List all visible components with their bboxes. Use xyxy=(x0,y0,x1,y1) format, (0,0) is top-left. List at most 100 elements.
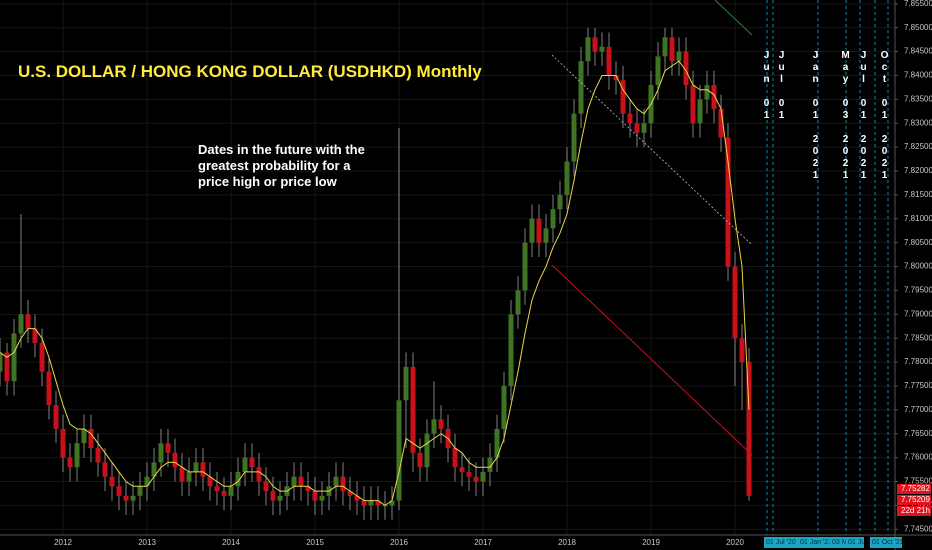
candle-body xyxy=(228,486,234,496)
x-tick-label: 2015 xyxy=(306,538,324,547)
future-date-label: Jul 01 xyxy=(776,50,787,122)
future-date-tag: 01 Jul '20 xyxy=(764,537,798,548)
future-date-label: Jul 01 2021 xyxy=(858,50,869,182)
candle-body xyxy=(158,443,164,463)
candle-body xyxy=(557,194,563,210)
candle-body xyxy=(669,37,675,62)
candle-body xyxy=(53,405,59,429)
candle-body xyxy=(221,491,227,496)
candle-body xyxy=(4,352,10,382)
candle-body xyxy=(165,443,171,453)
y-tick-label: 7.79500 xyxy=(904,286,932,295)
countdown: 22d 21h xyxy=(901,506,930,515)
y-tick-label: 7.78500 xyxy=(904,333,932,342)
candle-body xyxy=(739,338,745,363)
y-tick-label: 7.80500 xyxy=(904,238,932,247)
candle-body xyxy=(564,161,570,195)
candle-body xyxy=(144,476,150,487)
candle-body xyxy=(662,37,668,57)
trend-line xyxy=(551,264,753,456)
candle-body xyxy=(354,495,360,501)
candle-body xyxy=(193,462,199,472)
future-date-tag: 01 Jul '21 xyxy=(846,537,864,548)
candle-body xyxy=(67,457,73,468)
candle-body xyxy=(207,476,213,487)
candle-body xyxy=(529,218,535,243)
candle-body xyxy=(305,486,311,492)
candle-body xyxy=(361,500,367,506)
candle-body xyxy=(123,495,129,501)
candle-body xyxy=(487,457,493,472)
moving-average xyxy=(0,60,750,507)
y-tick-label: 7.76000 xyxy=(904,453,932,462)
candle-body xyxy=(403,366,409,401)
candle-body xyxy=(599,46,605,52)
candle-body xyxy=(683,51,689,86)
candle-body xyxy=(431,419,437,434)
candle-body xyxy=(109,476,115,487)
candle-body xyxy=(452,448,458,468)
countdown-box xyxy=(897,506,931,516)
grid xyxy=(0,0,895,535)
x-tick-label: 2020 xyxy=(726,538,744,547)
price-label: 7.75209 xyxy=(901,495,930,504)
axis: 7.85500 7.85000 7.84500 7.84000 7.83500 7.830… xyxy=(54,0,932,547)
candle-body xyxy=(711,85,717,109)
candle-body xyxy=(39,342,45,372)
candle-body xyxy=(655,56,661,86)
candle-body xyxy=(473,476,479,482)
candle-body xyxy=(620,80,626,114)
candle-body xyxy=(60,428,66,458)
candle-body xyxy=(522,242,528,291)
candle-body xyxy=(627,113,633,124)
candle-body xyxy=(347,491,353,496)
y-tick-label: 7.79000 xyxy=(904,309,932,318)
future-lines xyxy=(766,0,889,535)
candle-body xyxy=(704,85,710,100)
x-tick-label: 2019 xyxy=(642,538,660,547)
candle-body xyxy=(95,448,101,463)
candle-body xyxy=(732,266,738,339)
y-tick-label: 7.81500 xyxy=(904,190,932,199)
candle-body xyxy=(718,108,724,138)
y-tick-label: 7.84000 xyxy=(904,71,932,80)
candle-body xyxy=(340,476,346,492)
y-tick-label: 7.80000 xyxy=(904,262,932,271)
candle-body xyxy=(536,218,542,243)
candle-body xyxy=(501,385,507,429)
candle-body xyxy=(613,75,619,81)
y-tick-label: 7.74500 xyxy=(904,524,932,533)
candle-body xyxy=(25,314,31,329)
candle-body xyxy=(634,123,640,133)
candle-body xyxy=(81,428,87,444)
x-tick-label: 2017 xyxy=(474,538,492,547)
candle-body xyxy=(396,400,402,501)
price-label: 7.75282 xyxy=(901,484,930,493)
candle-body xyxy=(543,228,549,243)
candle-body xyxy=(88,428,94,449)
candle-body xyxy=(102,462,108,477)
candle-body xyxy=(480,471,486,482)
candle-body xyxy=(74,443,80,468)
candle-body xyxy=(515,290,521,315)
y-tick-label: 7.75500 xyxy=(904,477,932,486)
trend-line xyxy=(551,54,753,246)
candle-body xyxy=(459,467,465,472)
candle-body xyxy=(18,314,24,334)
candle-body xyxy=(179,467,185,482)
candle-body xyxy=(410,366,416,453)
candle-body xyxy=(312,491,318,501)
candle-body xyxy=(277,495,283,501)
candle-body xyxy=(46,371,52,406)
y-tick-label: 7.78000 xyxy=(904,357,932,366)
candle-body xyxy=(606,46,612,76)
candle-body xyxy=(389,500,395,506)
candle-body xyxy=(263,481,269,492)
y-tick-label: 7.85000 xyxy=(904,23,932,32)
y-tick-label: 7.82000 xyxy=(904,166,932,175)
candle-body xyxy=(200,462,206,477)
future-date-tag: 01 Jan '21 xyxy=(798,537,835,548)
